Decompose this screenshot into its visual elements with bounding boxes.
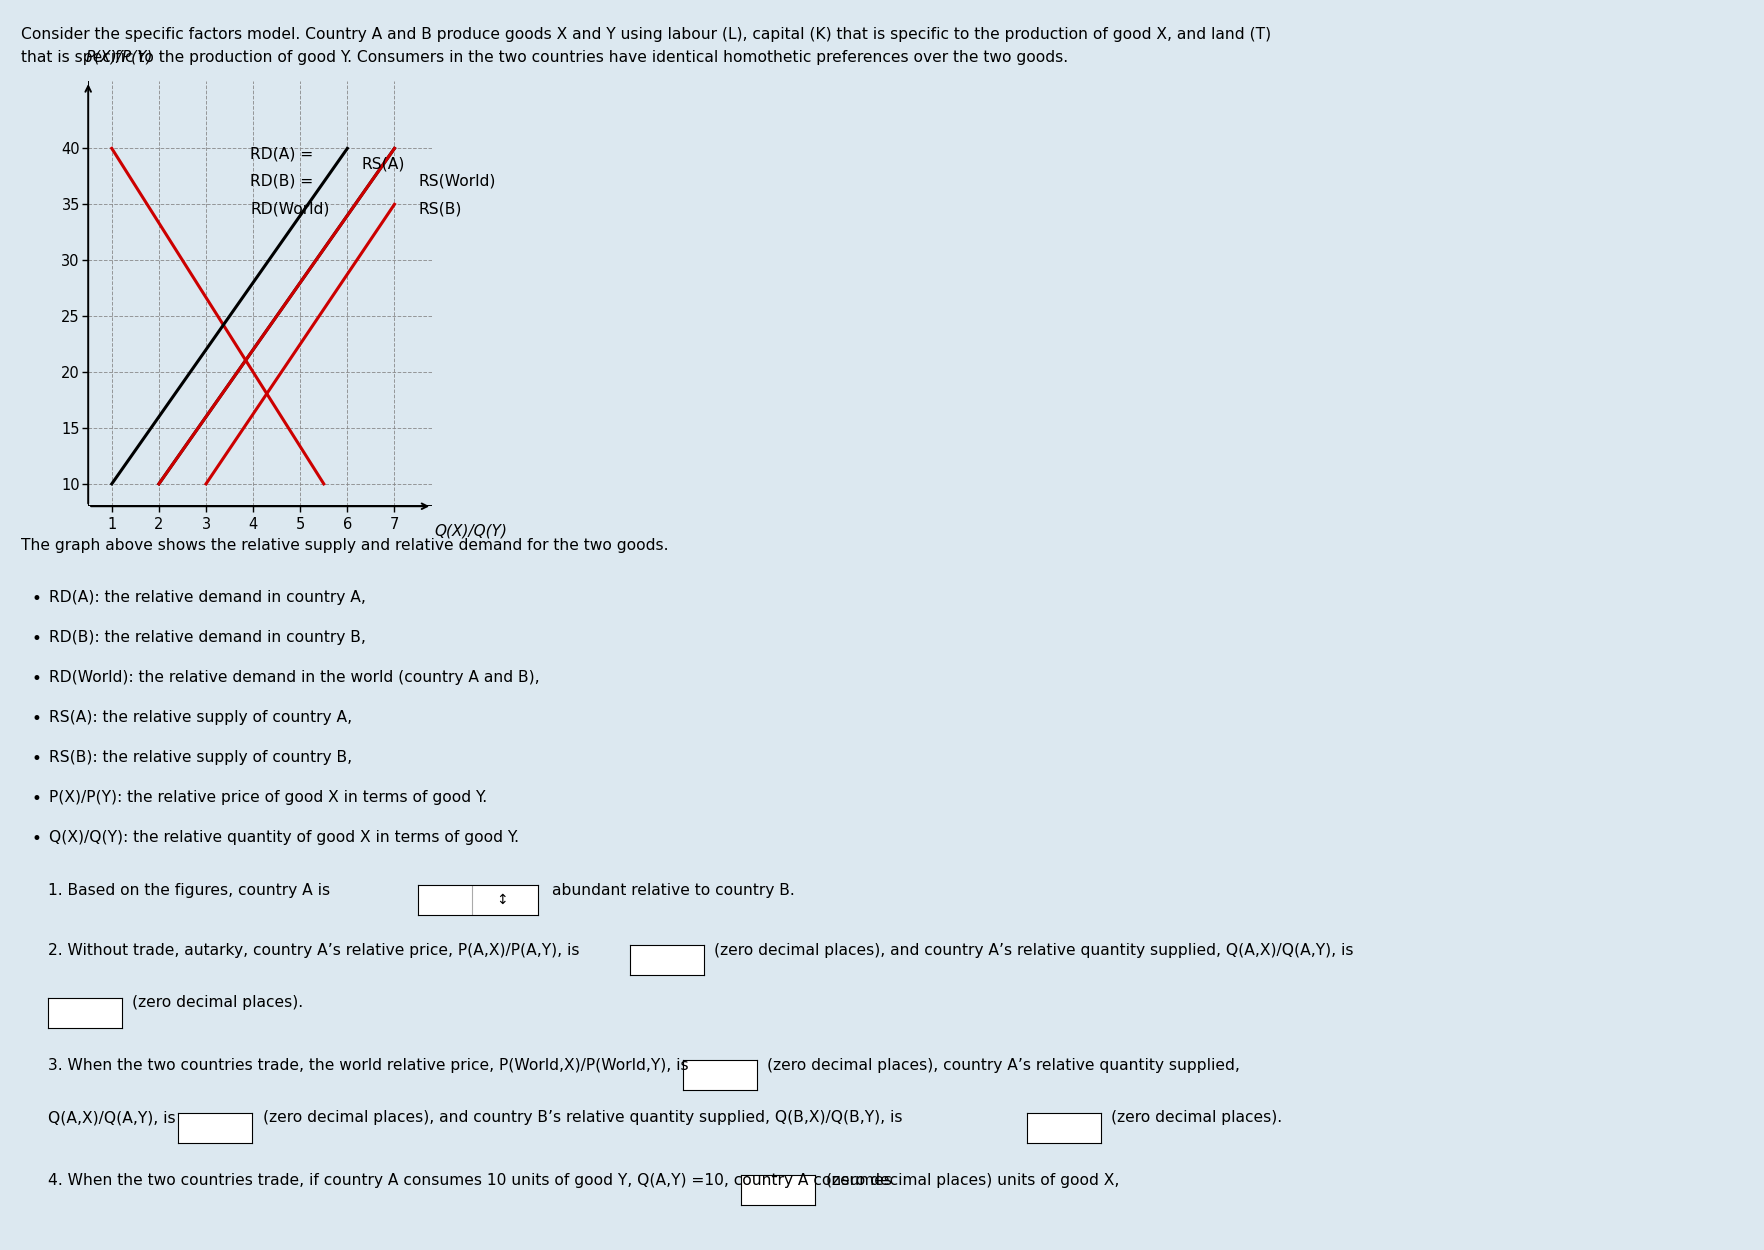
Text: The graph above shows the relative supply and relative demand for the two goods.: The graph above shows the relative suppl… [21,538,669,552]
Text: •: • [32,590,42,608]
Text: RD(A) =: RD(A) = [250,146,314,161]
Text: (zero decimal places), and country A’s relative quantity supplied, Q(A,X)/Q(A,Y): (zero decimal places), and country A’s r… [714,942,1355,958]
Text: RS(A): RS(A) [362,156,406,171]
Text: 3. When the two countries trade, the world relative price, P(World,X)/P(World,Y): 3. When the two countries trade, the wor… [48,1058,688,1072]
Text: P(X)/P(Y): the relative price of good X in terms of good Y.: P(X)/P(Y): the relative price of good X … [49,790,487,805]
Text: Q(X)/Q(Y): Q(X)/Q(Y) [434,522,508,538]
Text: 4. When the two countries trade, if country A consumes 10 units of good Y, Q(A,Y: 4. When the two countries trade, if coun… [48,1172,891,1188]
Text: •: • [32,790,42,808]
Text: Q(A,X)/Q(A,Y), is: Q(A,X)/Q(A,Y), is [48,1110,175,1125]
Text: •: • [32,750,42,768]
Text: (zero decimal places) units of good X,: (zero decimal places) units of good X, [826,1172,1118,1188]
Text: RD(World): RD(World) [250,201,330,216]
Text: RD(B) =: RD(B) = [250,174,314,189]
Text: •: • [32,830,42,848]
Text: RS(A): the relative supply of country A,: RS(A): the relative supply of country A, [49,710,353,725]
Text: Q(X)/Q(Y): the relative quantity of good X in terms of good Y.: Q(X)/Q(Y): the relative quantity of good… [49,830,519,845]
Text: (zero decimal places).: (zero decimal places). [1111,1110,1282,1125]
Text: ↕: ↕ [496,892,508,908]
Text: P(X)/P(Y): P(X)/P(Y) [86,50,153,65]
Text: RS(B): the relative supply of country B,: RS(B): the relative supply of country B, [49,750,353,765]
Text: 2. Without trade, autarky, country A’s relative price, P(A,X)/P(A,Y), is: 2. Without trade, autarky, country A’s r… [48,942,579,958]
Text: •: • [32,670,42,688]
Text: •: • [32,710,42,727]
Text: (zero decimal places), country A’s relative quantity supplied,: (zero decimal places), country A’s relat… [767,1058,1240,1072]
Text: 1. Based on the figures, country A is: 1. Based on the figures, country A is [48,882,330,898]
Text: RD(A): the relative demand in country A,: RD(A): the relative demand in country A, [49,590,367,605]
Text: (zero decimal places).: (zero decimal places). [132,995,303,1010]
Text: RS(B): RS(B) [418,201,462,216]
Text: (zero decimal places), and country B’s relative quantity supplied, Q(B,X)/Q(B,Y): (zero decimal places), and country B’s r… [263,1110,903,1125]
Text: RD(World): the relative demand in the world (country A and B),: RD(World): the relative demand in the wo… [49,670,540,685]
Text: abundant relative to country B.: abundant relative to country B. [552,882,796,898]
Text: that is specific to the production of good Y. Consumers in the two countries hav: that is specific to the production of go… [21,50,1069,65]
Text: RD(B): the relative demand in country B,: RD(B): the relative demand in country B, [49,630,367,645]
Text: RS(World): RS(World) [418,174,496,189]
Text: •: • [32,630,42,648]
Text: Consider the specific factors model. Country A and B produce goods X and Y using: Consider the specific factors model. Cou… [21,28,1272,43]
